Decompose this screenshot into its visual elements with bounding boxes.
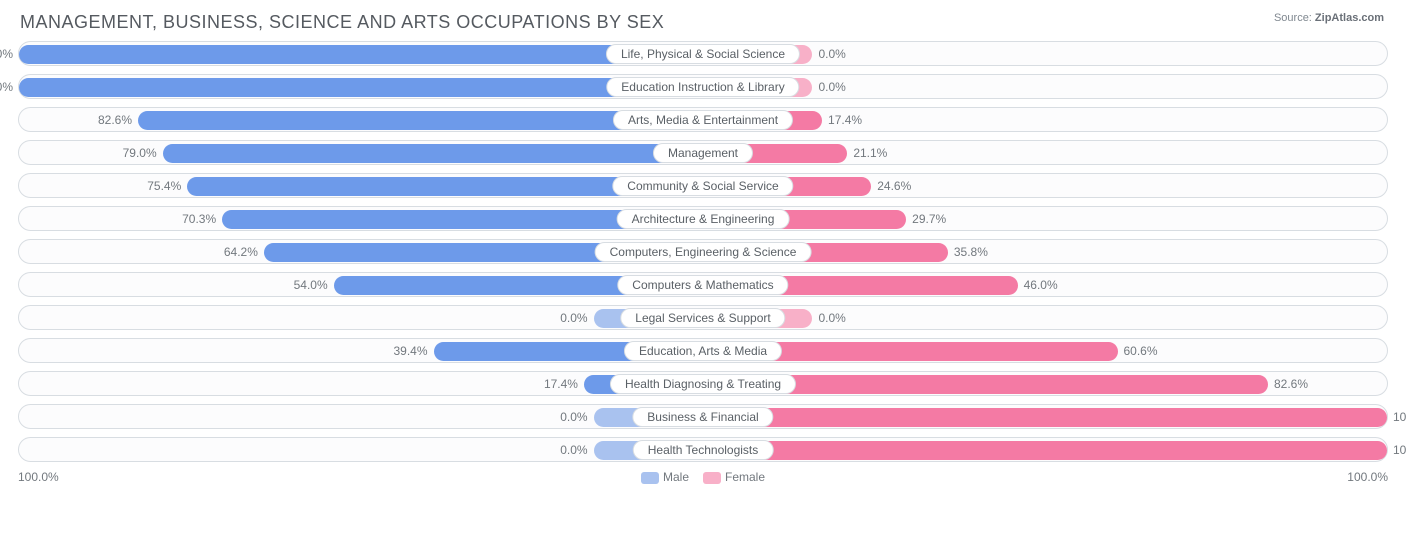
female-value: 21.1% [853,141,887,166]
female-value: 60.6% [1124,339,1158,364]
female-swatch [703,472,721,484]
chart-row: 82.6% 17.4% Arts, Media & Entertainment [18,107,1388,132]
female-value: 17.4% [828,108,862,133]
female-value: 29.7% [912,207,946,232]
occupations-chart: 100.0%0.0%Life, Physical & Social Scienc… [18,41,1388,462]
axis-right-label: 100.0% [1347,470,1388,484]
male-bar [19,45,703,64]
male-bar [163,144,703,163]
chart-title: MANAGEMENT, BUSINESS, SCIENCE AND ARTS O… [20,12,1388,33]
chart-row: 0.0% 0.0% Legal Services & Support [18,305,1388,330]
female-value: 100.0% [1393,405,1406,430]
category-label: Computers, Engineering & Science [595,242,812,262]
female-bar [703,441,1387,460]
legend: Male Female [641,470,765,484]
source-name: ZipAtlas.com [1315,12,1384,24]
source-attribution: Source: ZipAtlas.com [1274,12,1384,24]
female-value: 0.0% [818,306,845,331]
male-value: 70.3% [182,207,216,232]
source-prefix: Source: [1274,12,1315,24]
male-value: 79.0% [123,141,157,166]
category-label: Education, Arts & Media [624,341,782,361]
chart-row: 79.0% 21.1% Management [18,140,1388,165]
legend-female-label: Female [725,470,765,484]
male-value: 100.0% [0,42,13,67]
female-value: 35.8% [954,240,988,265]
female-value: 0.0% [818,42,845,67]
category-label: Health Technologists [633,440,774,460]
chart-row: 17.4% 82.6% Health Diagnosing & Treating [18,371,1388,396]
axis-left-label: 100.0% [18,470,59,484]
female-value: 82.6% [1274,372,1308,397]
male-swatch [641,472,659,484]
chart-row: 0.0%100.0%Business & Financial [18,404,1388,429]
female-value: 0.0% [818,75,845,100]
male-value: 0.0% [560,438,587,463]
male-value: 0.0% [560,306,587,331]
category-label: Health Diagnosing & Treating [610,374,796,394]
male-value: 100.0% [0,75,13,100]
male-bar [19,78,703,97]
category-label: Arts, Media & Entertainment [613,110,793,130]
female-value: 24.6% [877,174,911,199]
male-value: 82.6% [98,108,132,133]
category-label: Architecture & Engineering [617,209,790,229]
female-bar [703,408,1387,427]
male-value: 0.0% [560,405,587,430]
female-value: 100.0% [1393,438,1406,463]
male-value: 54.0% [294,273,328,298]
chart-row: 70.3% 29.7% Architecture & Engineering [18,206,1388,231]
male-value: 64.2% [224,240,258,265]
legend-male-label: Male [663,470,689,484]
category-label: Management [653,143,753,163]
chart-row: 0.0%100.0%Health Technologists [18,437,1388,462]
male-value: 75.4% [147,174,181,199]
chart-row: 100.0%0.0%Life, Physical & Social Scienc… [18,41,1388,66]
category-label: Legal Services & Support [620,308,785,328]
chart-row: 39.4% 60.6% Education, Arts & Media [18,338,1388,363]
axis-row: 100.0% Male Female 100.0% [18,470,1388,484]
chart-row: 100.0%0.0%Education Instruction & Librar… [18,74,1388,99]
category-label: Computers & Mathematics [617,275,788,295]
category-label: Education Instruction & Library [606,77,799,97]
female-value: 46.0% [1024,273,1058,298]
chart-row: 54.0% 46.0% Computers & Mathematics [18,272,1388,297]
legend-female: Female [703,470,765,484]
legend-male: Male [641,470,689,484]
category-label: Community & Social Service [612,176,793,196]
male-value: 17.4% [544,372,578,397]
category-label: Business & Financial [632,407,773,427]
chart-row: 75.4% 24.6% Community & Social Service [18,173,1388,198]
chart-row: 64.2% 35.8% Computers, Engineering & Scien… [18,239,1388,264]
category-label: Life, Physical & Social Science [606,44,800,64]
male-value: 39.4% [393,339,427,364]
